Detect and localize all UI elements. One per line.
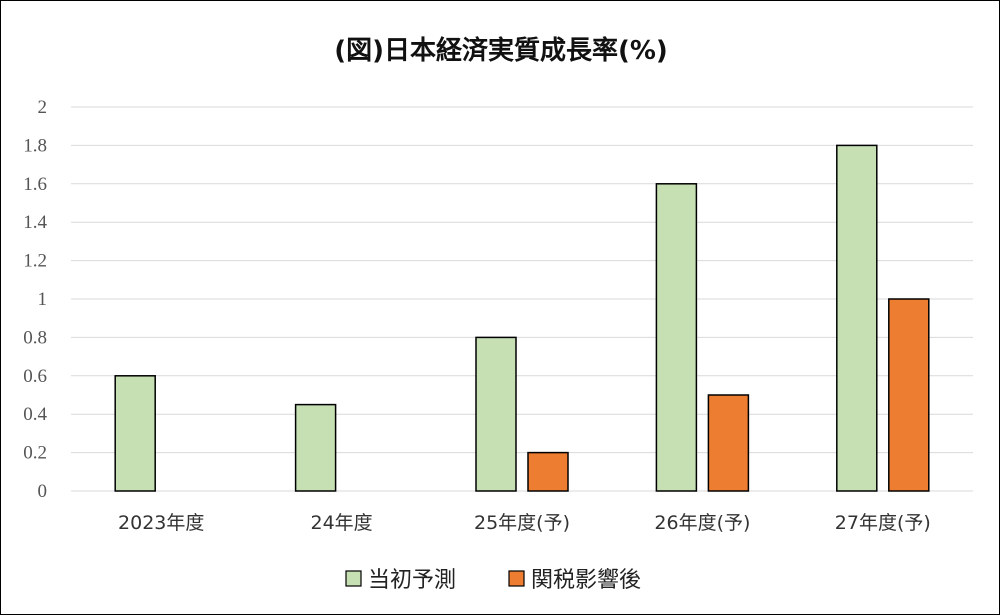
- bar-initial-forecast-1: [294, 403, 337, 492]
- bar-after-tariff-3: [707, 394, 750, 492]
- y-tick-label: 1.4: [23, 212, 47, 233]
- bar-initial-forecast-4: [836, 144, 878, 492]
- bar-after-tariff-4: [888, 298, 930, 492]
- legend-swatch-0: [345, 570, 362, 587]
- x-tick-label: 25年度(予): [474, 512, 570, 534]
- y-tick-label: 0: [38, 481, 48, 502]
- y-tick-label: 0.6: [23, 366, 47, 387]
- y-tick-label: 0.8: [23, 327, 47, 348]
- chart-title: (図)日本経済実質成長率(%): [334, 35, 668, 66]
- y-tick-label: 1: [38, 289, 48, 310]
- bar-initial-forecast-0: [114, 375, 156, 492]
- legend: 当初予測 関税影響後: [345, 568, 641, 593]
- y-tick-label: 1.8: [23, 135, 47, 156]
- y-tick-label: 0.4: [23, 404, 47, 425]
- x-tick-label: 26年度(予): [654, 512, 750, 534]
- x-tick-label: 24年度: [311, 512, 373, 534]
- gridlines: [71, 106, 973, 492]
- x-tick-label: 2023年度: [118, 512, 204, 534]
- bars: [114, 144, 930, 492]
- legend-label-0: 当初予測: [368, 568, 456, 593]
- bar-after-tariff-2: [527, 451, 569, 492]
- bar-initial-forecast-3: [655, 183, 698, 492]
- y-tick-label: 1.6: [23, 174, 47, 195]
- legend-label-1: 関税影響後: [531, 568, 641, 593]
- y-tick-label: 2: [38, 97, 48, 118]
- x-tick-label: 27年度(予): [835, 512, 931, 534]
- x-axis-ticks: 2023年度 24年度 25年度(予) 26年度(予) 27年度(予): [118, 512, 931, 534]
- y-tick-label: 1.2: [23, 251, 47, 272]
- bar-initial-forecast-2: [475, 336, 517, 492]
- y-tick-label: 0.2: [23, 443, 47, 464]
- y-axis-ticks: 0 0.2 0.4 0.6 0.8 1 1.2 1.4 1.6 1.8 2: [23, 97, 47, 502]
- legend-swatch-1: [508, 570, 525, 587]
